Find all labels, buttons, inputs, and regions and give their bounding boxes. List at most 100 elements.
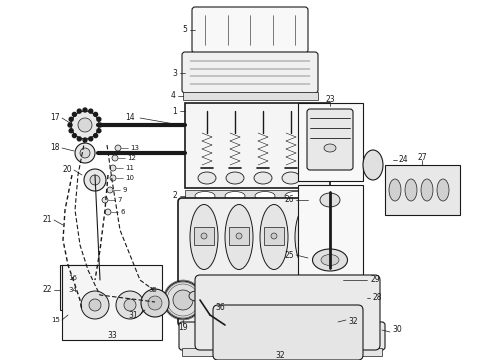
Ellipse shape: [124, 299, 136, 311]
Text: 35: 35: [148, 287, 157, 293]
Text: 21: 21: [43, 216, 52, 225]
Text: 19: 19: [178, 324, 188, 333]
Text: 36: 36: [215, 303, 225, 312]
Bar: [264, 227, 284, 245]
Ellipse shape: [68, 123, 72, 127]
Ellipse shape: [94, 112, 98, 116]
Ellipse shape: [81, 291, 109, 319]
Ellipse shape: [295, 204, 323, 270]
Ellipse shape: [84, 169, 106, 191]
Bar: [182, 348, 382, 356]
Text: 14: 14: [125, 113, 135, 122]
Ellipse shape: [94, 134, 98, 138]
Ellipse shape: [198, 172, 216, 184]
Text: 29: 29: [370, 275, 380, 284]
Ellipse shape: [102, 197, 108, 203]
Ellipse shape: [190, 204, 218, 270]
Ellipse shape: [116, 291, 144, 319]
Text: 30: 30: [392, 325, 402, 334]
Ellipse shape: [389, 179, 401, 201]
Text: 11: 11: [125, 165, 134, 171]
Bar: [62, 265, 162, 340]
Ellipse shape: [201, 233, 207, 239]
Ellipse shape: [282, 172, 300, 184]
Ellipse shape: [254, 172, 272, 184]
Ellipse shape: [83, 138, 87, 142]
Ellipse shape: [107, 187, 113, 193]
Ellipse shape: [285, 192, 305, 201]
Text: 10: 10: [125, 175, 134, 181]
Ellipse shape: [97, 117, 101, 121]
Ellipse shape: [83, 108, 87, 112]
FancyBboxPatch shape: [307, 109, 353, 170]
Text: 20: 20: [62, 166, 72, 175]
Text: 32: 32: [275, 351, 285, 360]
Bar: [185, 190, 330, 202]
Ellipse shape: [141, 289, 169, 317]
Ellipse shape: [363, 150, 383, 180]
Ellipse shape: [225, 204, 253, 270]
Text: 28: 28: [372, 293, 382, 302]
Ellipse shape: [294, 282, 324, 312]
Ellipse shape: [224, 282, 254, 312]
Ellipse shape: [73, 134, 76, 138]
Text: 12: 12: [127, 155, 136, 161]
Text: 25: 25: [284, 251, 294, 260]
Ellipse shape: [173, 290, 193, 310]
Bar: [229, 227, 249, 245]
Ellipse shape: [320, 193, 340, 207]
Ellipse shape: [97, 129, 101, 133]
Ellipse shape: [115, 145, 121, 151]
Ellipse shape: [306, 233, 312, 239]
Ellipse shape: [260, 204, 288, 270]
Ellipse shape: [164, 281, 202, 319]
Ellipse shape: [266, 289, 282, 305]
Ellipse shape: [189, 291, 203, 301]
Ellipse shape: [324, 144, 336, 152]
Text: 22: 22: [43, 285, 52, 294]
Ellipse shape: [110, 175, 116, 181]
Ellipse shape: [89, 299, 101, 311]
Ellipse shape: [225, 192, 245, 201]
Ellipse shape: [196, 289, 212, 305]
Ellipse shape: [80, 148, 90, 158]
Bar: [60, 265, 88, 310]
Text: 23: 23: [325, 95, 335, 104]
Text: 26: 26: [284, 195, 294, 204]
Text: 5: 5: [182, 26, 187, 35]
Ellipse shape: [405, 179, 417, 201]
Ellipse shape: [195, 192, 215, 201]
Text: 4: 4: [170, 91, 175, 100]
Ellipse shape: [236, 233, 242, 239]
Ellipse shape: [226, 172, 244, 184]
Bar: [185, 103, 330, 188]
Ellipse shape: [110, 165, 116, 171]
Text: 27: 27: [417, 153, 427, 162]
Text: 24: 24: [398, 156, 408, 165]
Text: 13: 13: [130, 145, 139, 151]
Ellipse shape: [148, 296, 162, 310]
Bar: [194, 227, 214, 245]
Text: 33: 33: [107, 330, 117, 339]
FancyBboxPatch shape: [213, 305, 363, 360]
FancyBboxPatch shape: [178, 198, 346, 326]
Text: 1: 1: [172, 107, 177, 116]
Ellipse shape: [189, 282, 219, 312]
Bar: [183, 92, 318, 100]
Text: 17: 17: [50, 113, 60, 122]
Ellipse shape: [271, 233, 277, 239]
Ellipse shape: [259, 282, 289, 312]
Ellipse shape: [255, 192, 275, 201]
Ellipse shape: [301, 289, 317, 305]
Ellipse shape: [231, 289, 247, 305]
Text: 32: 32: [348, 318, 358, 327]
Ellipse shape: [77, 109, 81, 113]
Text: 18: 18: [50, 144, 60, 153]
Text: 31: 31: [128, 310, 138, 320]
Ellipse shape: [89, 109, 93, 113]
Text: 3: 3: [172, 68, 177, 77]
Ellipse shape: [89, 137, 93, 141]
Text: 9: 9: [122, 187, 126, 193]
Text: 7: 7: [117, 197, 122, 203]
Ellipse shape: [105, 209, 111, 215]
